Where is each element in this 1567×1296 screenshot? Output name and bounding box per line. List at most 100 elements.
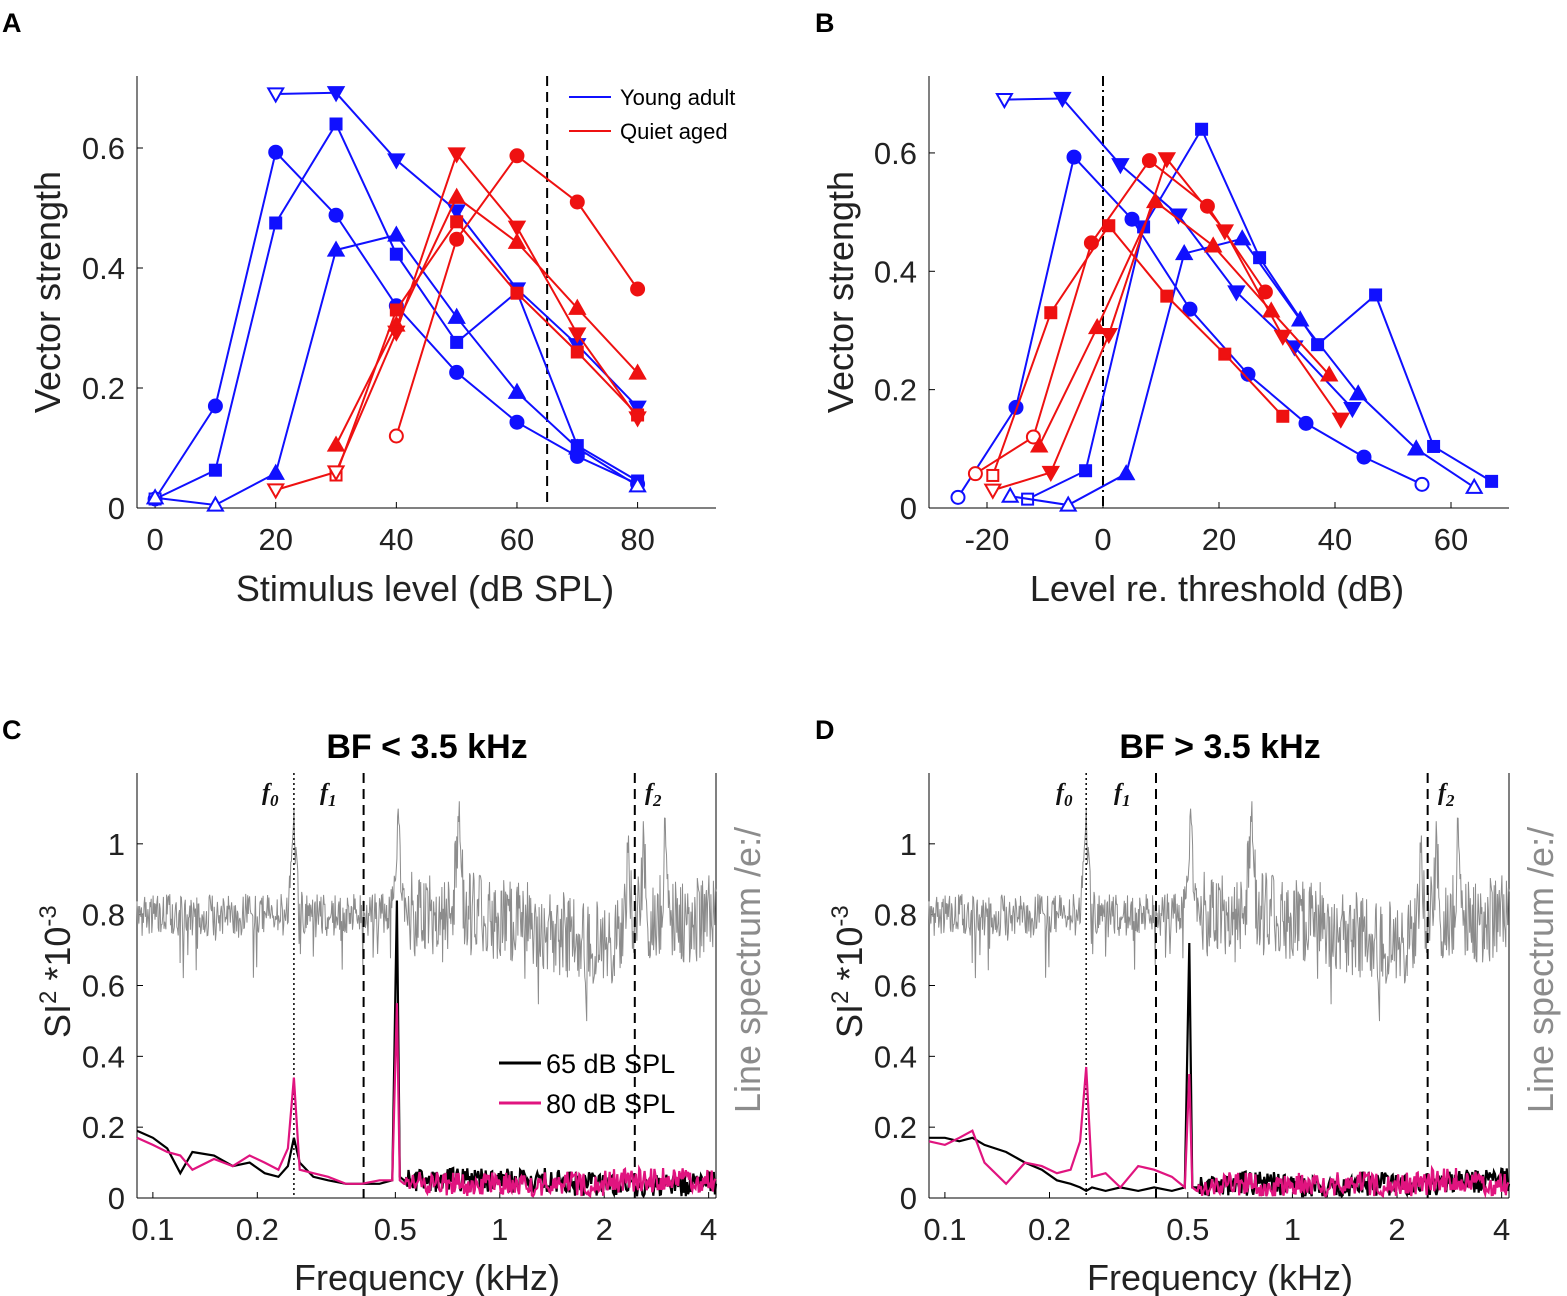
series-aged-circle-point: [1083, 235, 1099, 251]
series-young-triangle-point: [326, 240, 346, 257]
series-young-circle-point: [950, 489, 966, 505]
series-aged-tri-down-point: [628, 411, 647, 428]
series-aged-triangle-line: [1038, 199, 1330, 447]
panel-a-plot: 0 20 40 60 80 0 0.2 0.4 0.6: [82, 76, 716, 557]
panel-d-plot: 0.1 0.2 0.5 1 2 4 0 0.2 0.4 0.6 0.8 1: [874, 773, 1510, 1247]
label-f2: f2: [645, 780, 662, 810]
series-young-tri-down-point: [1053, 91, 1072, 109]
series-aged-circle-point: [449, 231, 465, 247]
y-tick-label: 0: [900, 491, 917, 526]
series-young-circle-point: [509, 414, 525, 430]
legend-young-label: Young adult: [620, 85, 735, 110]
series-aged-square-point: [570, 345, 584, 359]
panel-c-plot: 0.1 0.2 0.5 1 2 4 0 0.2 0.4 0.6 0.8 1: [82, 773, 717, 1247]
y-tick-label: 0.8: [82, 898, 125, 933]
series-aged-circle-point: [967, 466, 983, 482]
y-tick-label: 0: [108, 1181, 125, 1216]
series-aged-tri-down-point: [1157, 152, 1177, 169]
series-aged-circle-point: [1025, 429, 1041, 445]
series-young-triangle-point: [1058, 495, 1078, 512]
series-aged-square-point: [1044, 306, 1058, 320]
series-young-square-point: [1079, 464, 1093, 478]
series-young-triangle-point: [1290, 310, 1310, 327]
series-young-square-point: [450, 335, 464, 349]
y-tick-label: 0.6: [82, 131, 125, 166]
series-aged-square-point: [1218, 347, 1232, 361]
series-aged-triangle-point: [1029, 436, 1049, 453]
x-tick-label: 2: [596, 1212, 613, 1247]
series-65-db-line: [929, 942, 1511, 1199]
y-tick-label: 1: [900, 827, 917, 862]
series-80-db-line: [136, 1003, 717, 1199]
series-young-circle-point: [1066, 149, 1082, 165]
series-young-triangle-point: [1406, 439, 1426, 456]
panel-letter-b: B: [815, 8, 835, 38]
panel-c-formant-labels: f0 f1 f2: [262, 780, 662, 810]
panel-c-line-spectrum: [136, 801, 717, 1022]
x-tick-label: 60: [500, 522, 534, 557]
series-young-square-point: [329, 117, 343, 131]
series-young-tri-down-point: [995, 93, 1014, 110]
series-aged-triangle-point: [628, 363, 647, 380]
series-young-triangle-point: [206, 495, 225, 512]
series-aged-circle-point: [388, 428, 404, 444]
series-young-circle-point: [207, 398, 223, 414]
panel-b-xlabel: Level re. threshold (dB): [1030, 568, 1404, 609]
series-young-circle-point: [1240, 366, 1256, 382]
series-aged-square-line: [335, 220, 639, 476]
series-aged-tri-down-point: [1041, 465, 1061, 483]
x-tick-label: 0.5: [1166, 1212, 1209, 1247]
y-tick-label: 0: [900, 1181, 917, 1216]
series-young-triangle-point: [568, 438, 587, 455]
y-tick-label: 0.6: [874, 136, 917, 171]
series-aged-square-point: [986, 468, 1000, 482]
series-young-tri-down-point: [447, 204, 466, 221]
series-young-triangle-point: [628, 476, 647, 493]
series-aged-tri-down-point: [1215, 224, 1235, 241]
x-tick-label: 60: [1434, 522, 1468, 557]
series-aged-tri-down-point: [507, 220, 527, 237]
x-tick-label: 20: [1202, 522, 1236, 557]
series-young-square-point: [1195, 122, 1209, 136]
series-aged-tri-down-point: [1331, 412, 1351, 429]
panel-d-xlabel: Frequency (kHz): [1087, 1257, 1353, 1296]
x-tick-label: 0.2: [1028, 1212, 1071, 1247]
x-tick-label: 0: [1094, 522, 1111, 557]
x-tick-label: 0: [146, 522, 163, 557]
panel-d-formant-labels: f0 f1 f2: [1056, 780, 1455, 810]
series-aged-circle-point: [630, 281, 646, 297]
series-young-square-point: [208, 463, 222, 477]
legend-80-label: 80 dB SPL: [546, 1089, 675, 1119]
series-aged-tri-down-point: [447, 147, 466, 164]
y-tick-label: 0.4: [874, 1039, 917, 1074]
panel-a-xlabel: Stimulus level (dB SPL): [236, 568, 614, 609]
series-aged-square-line: [991, 224, 1284, 476]
series-young-tri-down-point: [266, 87, 285, 104]
panel-b-plot: -20 0 20 40 60 0 0.2 0.4 0.6: [874, 76, 1509, 557]
panel-c-xlabel: Frequency (kHz): [294, 1257, 560, 1296]
y-tick-label: 0: [108, 491, 125, 526]
series-aged-square-point: [510, 286, 524, 300]
series-aged-tri-down-point: [266, 483, 285, 500]
x-tick-label: 40: [1318, 522, 1352, 557]
series-aged-square-point: [1276, 409, 1290, 423]
series-young-triangle-point: [447, 307, 466, 324]
panel-c-ylabel: SI2 *10-3: [35, 905, 78, 1038]
series-young-triangle-point: [387, 225, 406, 242]
panel-d-ylabel: SI2 *10-3: [827, 905, 870, 1038]
series-aged-square-point: [389, 303, 403, 317]
series-young-triangle-point: [1000, 486, 1020, 503]
label-f0: f0: [1056, 780, 1073, 810]
series-young-tri-down-point: [628, 400, 647, 417]
series-aged-triangle-line: [335, 195, 639, 446]
series-young-circle-point: [1124, 211, 1140, 227]
y-tick-label: 0.6: [874, 969, 917, 1004]
y-tick-label: 0.6: [82, 969, 125, 1004]
legend-65-label: 65 dB SPL: [546, 1049, 675, 1079]
panel-a-legend: Young adult Quiet aged: [569, 85, 735, 144]
series-young-tri-down-point: [387, 153, 406, 170]
x-tick-label: 2: [1388, 1212, 1405, 1247]
label-f1: f1: [320, 780, 337, 810]
y-tick-label: 0.8: [874, 898, 917, 933]
